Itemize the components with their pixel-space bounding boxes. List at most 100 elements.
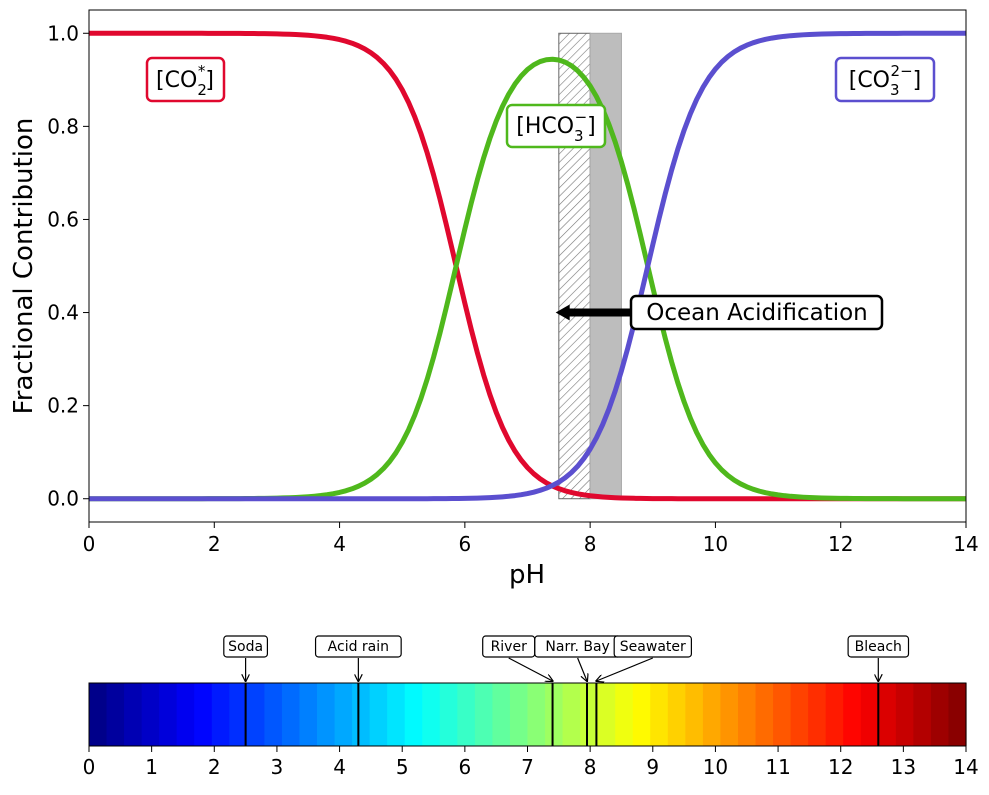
- colorbar-cell: [790, 683, 809, 746]
- colorbar-cell: [773, 683, 792, 746]
- colorbar-cell: [281, 683, 301, 746]
- colorbar-ticks: 0 1 2 3 4 5 6 7 8 9 10 11 12 13 14: [83, 746, 979, 779]
- marker-label-text: River: [491, 639, 528, 655]
- annotation-text: Ocean Acidification: [646, 300, 868, 326]
- colorbar-cell: [492, 683, 511, 746]
- colorbar-cell: [141, 683, 160, 746]
- colorbar-tick-label: 10: [703, 755, 728, 779]
- colorbar-cell: [878, 683, 897, 746]
- colorbar-cell: [632, 683, 651, 746]
- marker-label-box: [314, 635, 402, 658]
- colorbar-cell: [89, 683, 108, 746]
- colorbar-cell: [369, 683, 388, 746]
- marker-label: Seawater: [596, 635, 692, 681]
- colorbar-markers: Soda Acid rain River Narr. Bay Seawater Bleac…: [223, 635, 910, 746]
- colorbar-tick-label: 7: [521, 755, 534, 779]
- shaded-region-solid-gray: [589, 32, 622, 500]
- colorbar-tick-label: 6: [458, 755, 471, 779]
- colorbar-cell: [457, 683, 476, 746]
- marker-label: Narr. Bay: [534, 635, 622, 681]
- marker-label-box: [847, 635, 910, 658]
- colorbar-cell: [545, 683, 564, 746]
- x-axis-label: pH: [509, 560, 545, 590]
- colorbar-cell: [650, 683, 669, 746]
- marker-label-text: Acid rain: [328, 639, 389, 655]
- speciation-plot: 0 2 4 6 8 10 12 14 0.0 0.2 0.4 0.6 0.8 1.0 pH Fracti…: [9, 9, 979, 590]
- y-tick-label: 0.0: [47, 487, 79, 511]
- colorbar-cell: [860, 683, 879, 746]
- colorbar-tick-label: 2: [208, 755, 221, 779]
- marker-arrow: [596, 657, 654, 681]
- x-tick-label: 10: [703, 532, 728, 556]
- colorbar-cell: [334, 683, 353, 746]
- colorbar-cell: [404, 683, 423, 746]
- y-tick-label: 0.2: [47, 394, 79, 418]
- label-hco3: [HCO3−]: [505, 103, 607, 149]
- colorbar-cell: [229, 683, 248, 746]
- colorbar-tick-label: 3: [271, 755, 284, 779]
- colorbar-cell: [755, 683, 774, 746]
- svg-text:[CO2*]: [CO2*]: [156, 62, 214, 99]
- marker-label: Bleach: [847, 635, 910, 681]
- ocean-acidification-annotation: Ocean Acidification: [555, 294, 884, 331]
- colorbar-cell: [194, 683, 213, 746]
- marker-label-text: Seawater: [620, 639, 686, 655]
- colorbar-cell: [527, 683, 546, 746]
- colorbar-gradient: [89, 683, 967, 746]
- colorbar-tick-label: 4: [333, 755, 346, 779]
- colorbar-tick-label: 0: [83, 755, 96, 779]
- colorbar-cell: [702, 683, 722, 746]
- y-tick-label: 0.8: [47, 114, 79, 138]
- colorbar-cell: [299, 683, 318, 746]
- colorbar-cell: [562, 683, 581, 746]
- colorbar-tick-label: 11: [765, 755, 790, 779]
- x-axis-ticks: 0 2 4 6 8 10 12 14: [83, 522, 979, 556]
- colorbar-cell: [211, 683, 230, 746]
- y-axis-label: Fractional Contribution: [9, 118, 39, 415]
- marker-arrow: [577, 657, 587, 681]
- colorbar-cell: [509, 683, 529, 746]
- colorbar-cell: [667, 683, 686, 746]
- x-tick-label: 12: [828, 532, 853, 556]
- marker-arrow: [508, 657, 553, 681]
- colorbar-cell: [580, 683, 599, 746]
- colorbar-tick-label: 9: [646, 755, 659, 779]
- marker-label-text: Narr. Bay: [545, 639, 609, 655]
- colorbar-tick-label: 12: [828, 755, 853, 779]
- colorbar-cell: [422, 683, 441, 746]
- marker-label-box: [613, 635, 692, 658]
- colorbar-cell: [439, 683, 458, 746]
- colorbar-cell: [720, 683, 739, 746]
- colorbar-cell: [597, 683, 616, 746]
- curve-co3: [89, 30, 966, 502]
- y-tick-label: 0.6: [47, 207, 79, 231]
- colorbar-cell: [159, 683, 178, 746]
- colorbar-tick-label: 1: [145, 755, 158, 779]
- label-co3: [CO32−]: [834, 56, 936, 103]
- colorbar-tick-label: 5: [396, 755, 409, 779]
- colorbar-cell: [264, 683, 283, 746]
- colorbar-cell: [913, 683, 932, 746]
- colorbar-cell: [352, 683, 371, 746]
- colorbar-cell: [948, 683, 967, 746]
- x-tick-label: 14: [953, 532, 978, 556]
- marker-label-text: Soda: [228, 639, 263, 655]
- ph-range-regions: [558, 32, 622, 500]
- ph-colorbar: Soda Acid rain River Narr. Bay Seawater Bleac…: [83, 635, 979, 779]
- shaded-region-hatch: [558, 32, 591, 500]
- annotation-box: [629, 294, 884, 331]
- colorbar-tick-label: 13: [891, 755, 916, 779]
- marker-label: River: [482, 635, 553, 681]
- svg-text:[HCO3−]: [HCO3−]: [516, 108, 596, 145]
- colorbar-cell: [685, 683, 704, 746]
- marker-label-box: [223, 635, 269, 658]
- y-axis-ticks: 0.0 0.2 0.4 0.6 0.8 1.0: [47, 21, 89, 511]
- colorbar-cell: [474, 683, 494, 746]
- colorbar-tick-label: 14: [953, 755, 978, 779]
- marker-label-text: Bleach: [855, 639, 902, 655]
- colorbar-cell: [737, 683, 757, 746]
- x-tick-label: 8: [584, 532, 597, 556]
- colorbar-cell: [124, 683, 143, 746]
- colorbar-cell: [246, 683, 265, 746]
